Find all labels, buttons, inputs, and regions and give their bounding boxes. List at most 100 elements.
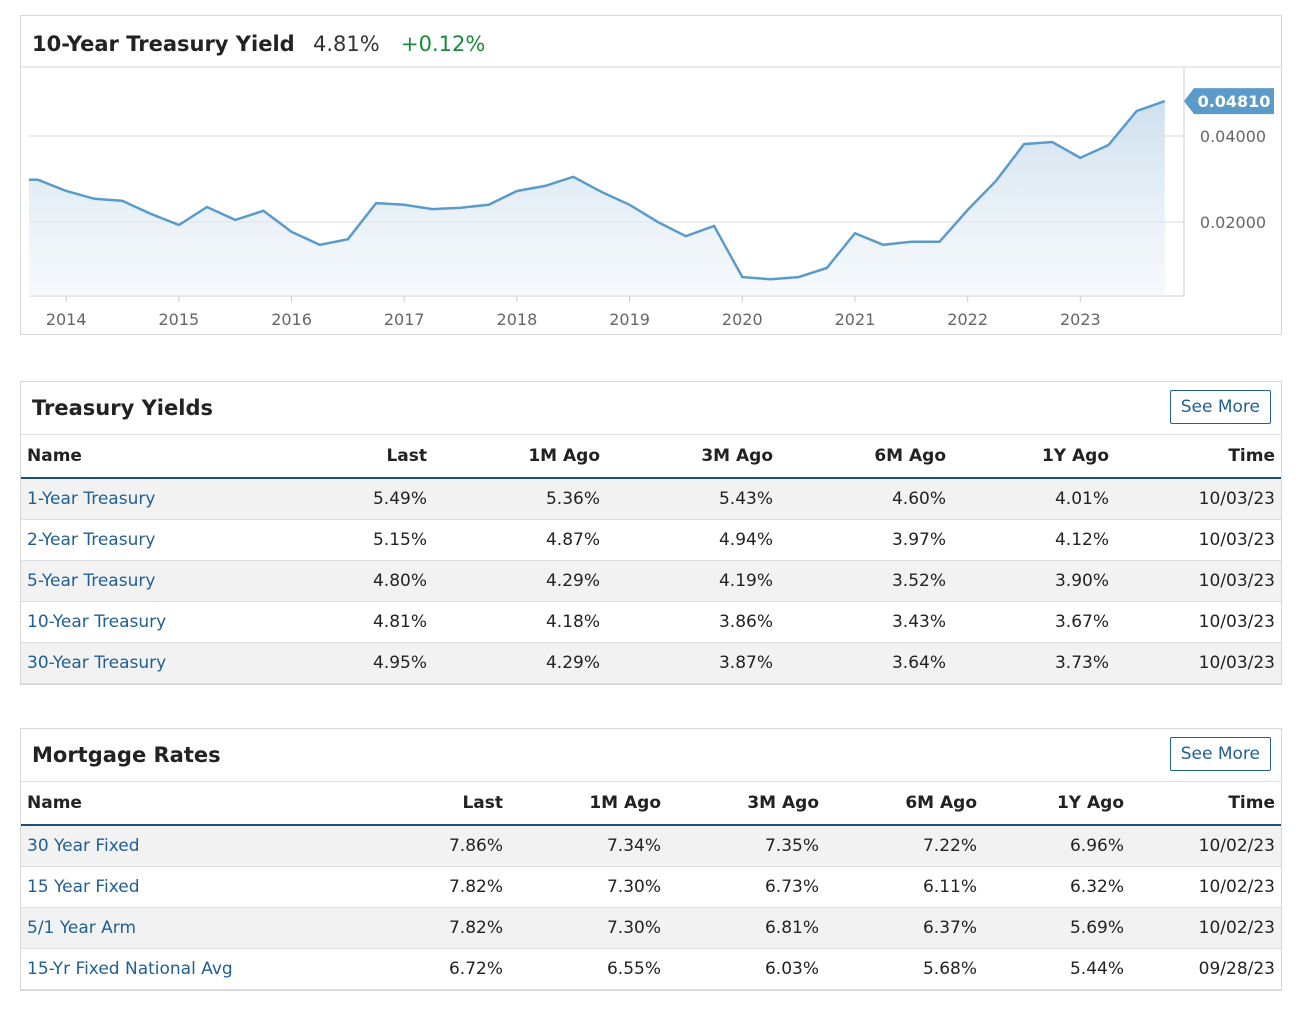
cell-value: 4.12% (1054, 530, 1109, 550)
name-link[interactable]: 30-Year Treasury (27, 653, 167, 673)
cell-value: 10/03/23 (1198, 571, 1275, 591)
cell-value: 3.64% (891, 653, 946, 673)
line (29, 99, 1166, 281)
cell-value: 7.82% (448, 877, 503, 897)
x-tick-label: 2023 (1060, 310, 1101, 329)
y-tick-label: 0.04000 (1200, 127, 1266, 146)
column-header: 6M Ago (905, 793, 977, 813)
table-row: 15-Yr Fixed National Avg 6.72% 6.55% 6.03% 5… (21, 949, 1281, 990)
x-tick-label: 2014 (46, 310, 87, 329)
column-header: 3M Ago (747, 793, 819, 813)
cell-value: 7.86% (448, 836, 503, 856)
cell-value: 6.03% (764, 959, 819, 979)
table-panel: Treasury Yields See More Name Last 1M Ago 3M … (20, 381, 1282, 685)
x-tick-label: 2022 (947, 310, 988, 329)
cell-value: 4.94% (718, 530, 773, 550)
cell-value: 6.37% (922, 918, 977, 938)
x-tick-label: 2015 (159, 310, 200, 329)
x-tick-label: 2017 (384, 310, 425, 329)
x-tick-label: 2021 (835, 310, 876, 329)
cell-value: 09/28/23 (1198, 959, 1275, 979)
cell-value: 10/02/23 (1198, 877, 1275, 897)
table-row: 1-Year Treasury 5.49% 5.36% 5.43% 4.60% 4.01%… (21, 479, 1281, 520)
x-tick-label: 2018 (497, 310, 538, 329)
cell-value: 3.90% (1054, 571, 1109, 591)
cell-value: 7.30% (606, 918, 661, 938)
area (29, 101, 1165, 296)
column-header: Name (27, 793, 82, 813)
table-title: Mortgage Rates (32, 743, 221, 767)
cell-value: 5.49% (372, 489, 427, 509)
name-link[interactable]: 15-Yr Fixed National Avg (27, 959, 233, 979)
table-panel: Mortgage Rates See More Name Last 1M Ago 3M A… (20, 728, 1282, 991)
change-value: +0.12% (401, 32, 485, 56)
cell-value: 6.11% (922, 877, 977, 897)
y-tick-label: 0.02000 (1200, 213, 1266, 232)
column-header: Name (27, 446, 82, 466)
name-link[interactable]: 1-Year Treasury (27, 489, 156, 509)
cell-value: 6.32% (1069, 877, 1124, 897)
cell-value: 5.15% (372, 530, 427, 550)
table-row: 30 Year Fixed 7.86% 7.34% 7.35% 7.22% 6.96% 10… (21, 826, 1281, 867)
chart-title: 10-Year Treasury Yield (32, 32, 295, 56)
table-row: 5-Year Treasury 4.80% 4.29% 4.19% 3.52% 3.90%… (21, 561, 1281, 602)
last-value: 4.81% (313, 32, 380, 56)
column-header: Last (462, 793, 503, 813)
cell-value: 4.60% (891, 489, 946, 509)
cell-value: 4.80% (372, 571, 427, 591)
cell-value: 7.34% (606, 836, 661, 856)
x-tick-label: 2020 (722, 310, 763, 329)
x-tick-label: 2016 (271, 310, 312, 329)
cell-value: 3.52% (891, 571, 946, 591)
chart: 10-Year Treasury Yield 4.81% +0.12% 0.02… (21, 32, 1281, 329)
cell-value: 4.18% (545, 612, 600, 632)
cell-value: 6.96% (1069, 836, 1124, 856)
cell-value: 10/03/23 (1198, 612, 1275, 632)
name-link[interactable]: 10-Year Treasury (27, 612, 167, 632)
cell-value: 5.44% (1069, 959, 1124, 979)
last-value-label: 0.04810 (1198, 92, 1271, 111)
table-title: Treasury Yields (32, 396, 213, 420)
cell-value: 6.55% (606, 959, 661, 979)
cell-value: 3.67% (1054, 612, 1109, 632)
cell-value: 10/03/23 (1198, 530, 1275, 550)
cell-value: 7.35% (764, 836, 819, 856)
cell-value: 4.01% (1054, 489, 1109, 509)
cell-value: 3.97% (891, 530, 946, 550)
x-tick-label: 2019 (609, 310, 650, 329)
cell-value: 3.73% (1054, 653, 1109, 673)
cell-value: 4.29% (545, 571, 600, 591)
cell-value: 4.19% (718, 571, 773, 591)
column-header: 3M Ago (701, 446, 773, 466)
cell-value: 5.69% (1069, 918, 1124, 938)
table-row: 30-Year Treasury 4.95% 4.29% 3.87% 3.64% 3.73… (21, 643, 1281, 684)
column-header: 1M Ago (589, 793, 661, 813)
name-link[interactable]: 5/1 Year Arm (27, 918, 137, 938)
table-row: 10-Year Treasury 4.81% 4.18% 3.86% 3.43% 3.67… (21, 602, 1281, 643)
column-header: Time (1228, 793, 1275, 813)
table-row: 2-Year Treasury 5.15% 4.87% 4.94% 3.97% 4.12%… (21, 520, 1281, 561)
cell-value: 7.82% (448, 918, 503, 938)
cell-value: 4.29% (545, 653, 600, 673)
name-link[interactable]: 15 Year Fixed (27, 877, 140, 897)
see-more-button[interactable]: See More (1169, 390, 1271, 424)
cell-value: 5.68% (922, 959, 977, 979)
cell-value: 7.30% (606, 877, 661, 897)
name-link[interactable]: 30 Year Fixed (27, 836, 140, 856)
see-more-button[interactable]: See More (1169, 737, 1271, 771)
cell-value: 4.87% (545, 530, 600, 550)
cell-value: 4.95% (372, 653, 427, 673)
header-row: Name Last 1M Ago 3M Ago 6M Ago 1Y Ago Time (21, 434, 1281, 479)
cell-value: 10/03/23 (1198, 653, 1275, 673)
name-link[interactable]: 2-Year Treasury (27, 530, 156, 550)
cell-value: 3.86% (718, 612, 773, 632)
cell-value: 3.43% (891, 612, 946, 632)
cell-value: 6.81% (764, 918, 819, 938)
column-header: 1Y Ago (1041, 446, 1109, 466)
cell-value: 10/03/23 (1198, 489, 1275, 509)
name-link[interactable]: 5-Year Treasury (27, 571, 156, 591)
cell-value: 6.72% (448, 959, 503, 979)
column-header: 1M Ago (528, 446, 600, 466)
cell-value: 7.22% (922, 836, 977, 856)
